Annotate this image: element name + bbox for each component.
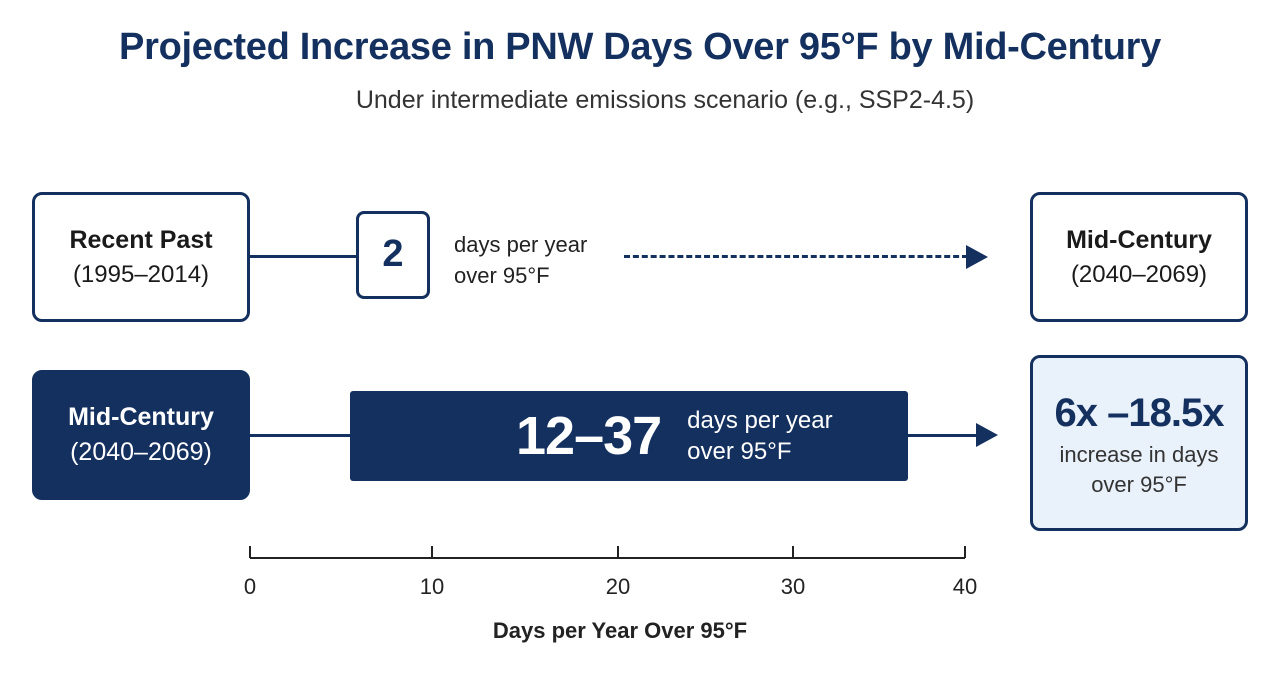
recent-past-value-box: 2 — [356, 211, 430, 299]
recent-past-desc-line1: days per year — [454, 232, 588, 257]
increase-factor: 6x –18.5x — [1054, 391, 1225, 436]
x-tick-label-30: 30 — [781, 574, 805, 599]
recent-past-value-desc: days per year over 95°F — [454, 230, 587, 292]
increase-desc-line1: increase in days — [1059, 442, 1219, 468]
recent-past-box: Recent Past (1995–2014) — [32, 192, 250, 322]
recent-past-connector — [250, 255, 358, 258]
dashed-arrow-head-icon — [966, 245, 988, 269]
mid-century-years: (2040–2069) — [70, 438, 212, 466]
mid-century-box: Mid-Century (2040–2069) — [32, 370, 250, 500]
mid-century-target-label: Mid-Century — [1066, 225, 1212, 254]
chart-title: Projected Increase in PNW Days Over 95°F… — [119, 26, 1161, 68]
x-tick-label-20: 20 — [606, 574, 630, 599]
increase-result-box: 6x –18.5x increase in days over 95°F — [1030, 355, 1248, 531]
chart-subtitle: Under intermediate emissions scenario (e… — [355, 86, 975, 114]
mid-century-connector — [250, 434, 352, 437]
mid-century-target-years: (2040–2069) — [1070, 260, 1208, 288]
mid-century-target-box: Mid-Century (2040–2069) — [1030, 192, 1248, 322]
mid-century-label: Mid-Century — [68, 403, 214, 431]
recent-past-label: Recent Past — [69, 225, 213, 254]
mid-century-range-bar — [350, 391, 908, 481]
increase-desc-line2: over 95°F — [1091, 472, 1187, 497]
x-tick-label-40: 40 — [953, 574, 977, 599]
recent-past-value: 2 — [382, 233, 404, 276]
dashed-arrow-line — [624, 255, 968, 258]
x-axis-label: Days per Year Over 95°F — [492, 618, 748, 643]
result-arrow-head-icon — [976, 423, 998, 447]
x-tick-label-0: 0 — [244, 574, 256, 599]
x-tick-label-10: 10 — [420, 574, 444, 599]
recent-past-desc-line2: over 95°F — [454, 262, 550, 288]
result-arrow-line — [908, 434, 978, 437]
recent-past-years: (1995–2014) — [72, 260, 210, 288]
